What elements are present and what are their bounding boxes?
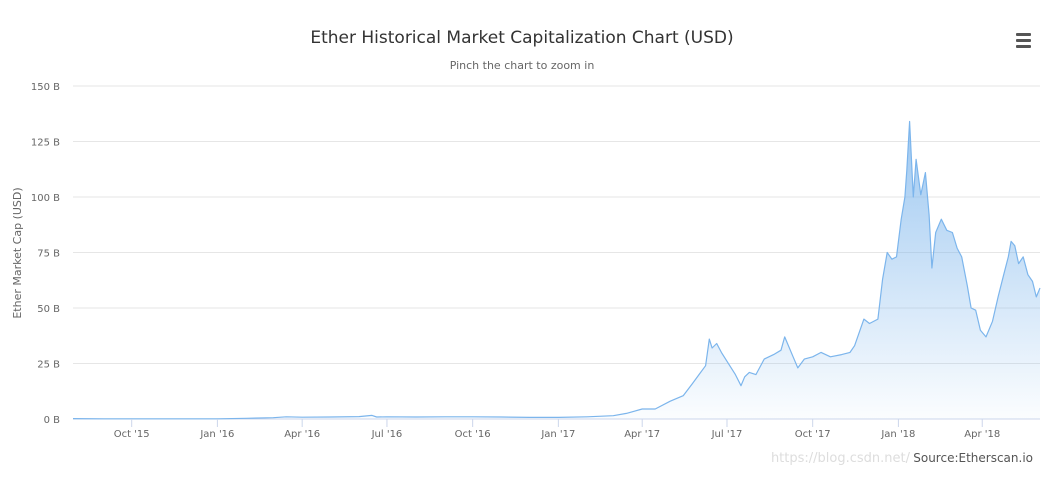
x-tick-label: Jul '17 <box>711 429 743 440</box>
x-tick-label: Apr '16 <box>284 429 320 440</box>
series-layer <box>72 120 1041 420</box>
x-tick-label: Oct '16 <box>455 429 491 440</box>
x-tick-label: Jan '16 <box>199 429 234 440</box>
x-tick-label: Oct '15 <box>114 429 150 440</box>
y-tick-label: 150 B <box>31 82 60 93</box>
menu-bar <box>1016 45 1031 48</box>
market-cap-line <box>72 120 1041 420</box>
x-tick-label: Apr '17 <box>624 429 660 440</box>
menu-bar <box>1016 39 1031 42</box>
x-tick-label: Jan '17 <box>540 429 575 440</box>
x-axis: Oct '15 Jan '16 Apr '16 Jul '16 Oct '16 Jan '… <box>114 419 1000 440</box>
chart-subtitle: Pinch the chart to zoom in <box>450 59 595 72</box>
y-axis-title: Ether Market Cap (USD) <box>11 187 24 318</box>
watermark-text: https://blog.csdn.net/ <box>771 451 911 466</box>
x-tick-label: Jan '18 <box>880 429 915 440</box>
y-tick-label: 125 B <box>31 138 60 149</box>
context-menu-icon[interactable] <box>1016 30 1044 52</box>
y-tick-label: 50 B <box>37 304 60 315</box>
x-tick-label: Apr '18 <box>964 429 1000 440</box>
x-tick-label: Oct '17 <box>795 429 831 440</box>
y-tick-label: 75 B <box>37 249 60 260</box>
chart-credits[interactable]: Source:Etherscan.io <box>913 451 1033 465</box>
menu-bar <box>1016 33 1031 36</box>
y-tick-label: 100 B <box>31 193 60 204</box>
y-tick-label: 0 B <box>44 415 61 426</box>
market-cap-area <box>73 121 1040 419</box>
y-tick-label: 25 B <box>37 360 60 371</box>
y-axis: 0 B 25 B 50 B 75 B 100 B 125 B 150 B <box>31 82 60 426</box>
x-tick-label: Jul '16 <box>371 429 403 440</box>
gridlines <box>73 85 1040 420</box>
chart-title: Ether Historical Market Capitalization C… <box>310 28 733 48</box>
